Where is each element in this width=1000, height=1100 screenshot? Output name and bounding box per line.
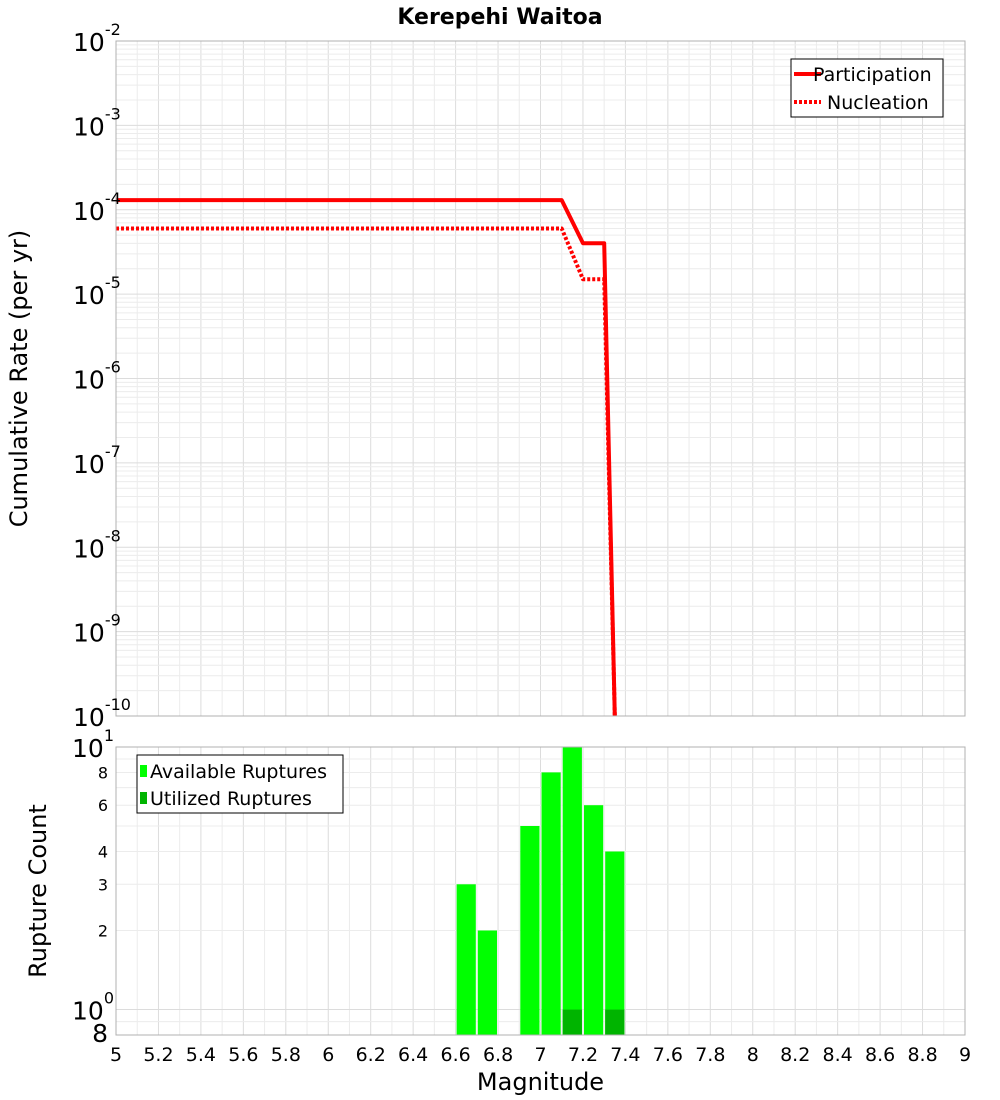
tick-exponent: -7 xyxy=(105,442,121,461)
top-y-tick-label: 10-9 xyxy=(73,611,121,648)
top-y-tick-label: 10-4 xyxy=(73,189,121,226)
tick-exponent: -2 xyxy=(105,20,121,39)
x-tick-label: 8.4 xyxy=(823,1044,853,1066)
x-tick-label: 6.2 xyxy=(356,1044,386,1066)
x-tick-label: 7.6 xyxy=(653,1044,683,1066)
series-line-nucleation xyxy=(116,226,617,717)
x-tick-label: 5 xyxy=(110,1044,122,1066)
tick-base: 10 xyxy=(73,534,105,563)
tick-base: 10 xyxy=(73,703,105,732)
top-y-tick-label: 10-8 xyxy=(73,526,121,563)
chart-title: Kerepehi Waitoa xyxy=(397,5,602,30)
x-tick-label: 5.4 xyxy=(186,1044,216,1066)
tick-exponent: -3 xyxy=(105,104,121,123)
top-y-tick-label: 10-2 xyxy=(73,20,121,57)
top-y-tick-label: 10-10 xyxy=(73,695,131,732)
x-tick-label: 7.4 xyxy=(610,1044,640,1066)
x-tick-label: 8.8 xyxy=(907,1044,937,1066)
x-tick-label: 7 xyxy=(534,1044,546,1066)
tick-exponent: -4 xyxy=(105,189,121,208)
x-tick-label: 7.8 xyxy=(695,1044,725,1066)
top-y-tick-label: 10-3 xyxy=(73,104,121,141)
legend-label: Utilized Ruptures xyxy=(150,788,312,810)
x-axis-label: Magnitude xyxy=(477,1068,604,1096)
top-legend: Participation Nucleation xyxy=(790,58,944,118)
x-tick-label: 6.4 xyxy=(398,1044,428,1066)
x-tick-label: 6 xyxy=(322,1044,334,1066)
top-plot-series xyxy=(116,198,617,717)
bottom-y-tick-label: 6 xyxy=(98,796,108,815)
x-tick-label: 5.2 xyxy=(143,1044,173,1066)
bottom-y-axis-label: Rupture Count xyxy=(24,804,52,978)
tick-exponent: -9 xyxy=(105,611,121,630)
x-tick-label: 6.6 xyxy=(440,1044,470,1066)
x-tick-label: 8 xyxy=(747,1044,759,1066)
bar-available-ruptures xyxy=(584,805,604,1035)
top-y-axis-label: Cumulative Rate (per yr) xyxy=(5,230,33,528)
x-tick-label: 5.6 xyxy=(228,1044,258,1066)
bottom-y-tick-label: 2 xyxy=(98,922,108,941)
tick-exponent: -8 xyxy=(105,526,121,545)
legend-box xyxy=(136,754,344,814)
legend-label: Nucleation xyxy=(827,92,929,114)
bar-utilized-ruptures xyxy=(562,1009,582,1035)
bottom-legend: Available Ruptures Utilized Ruptures xyxy=(136,754,344,814)
x-tick-label: 7.2 xyxy=(568,1044,598,1066)
bar-available-ruptures xyxy=(605,851,625,1035)
bar-available-ruptures xyxy=(477,930,497,1035)
top-plot-frame xyxy=(115,40,966,717)
x-tick-labels: 5 5.2 5.4 5.6 5.8 6 6.2 6.4 6.6 6.8 7 7.2 7.4 7.6 7.8 8… xyxy=(110,1044,971,1066)
top-plot-grid xyxy=(115,41,966,717)
bar-available-ruptures xyxy=(456,884,476,1035)
top-y-tick-label: 10-6 xyxy=(73,358,121,395)
legend-label: Available Ruptures xyxy=(150,761,327,783)
x-tick-label: 5.8 xyxy=(271,1044,301,1066)
bottom-plot-frame xyxy=(115,746,966,1036)
bar-available-ruptures xyxy=(562,747,582,1035)
bottom-y-tick-label: 4 xyxy=(98,842,108,861)
series-line-participation xyxy=(116,198,617,717)
top-y-tick-label: 10-7 xyxy=(73,442,121,479)
tick-base: 10 xyxy=(73,450,105,479)
tick-base: 10 xyxy=(73,281,105,310)
bar-utilized-ruptures xyxy=(605,1009,625,1035)
tick-exponent: -6 xyxy=(105,358,121,377)
tick-base: 10 xyxy=(73,28,105,57)
tick-base: 10 xyxy=(73,366,105,395)
legend-swatch xyxy=(140,792,147,804)
tick-base: 10 xyxy=(73,112,105,141)
bar-available-ruptures xyxy=(520,826,540,1035)
x-tick-label: 6.8 xyxy=(483,1044,513,1066)
x-tick-label: 8.2 xyxy=(780,1044,810,1066)
tick-base: 10 xyxy=(73,619,105,648)
tick-exponent: -5 xyxy=(105,273,121,292)
bottom-y-tick-label: 8 xyxy=(92,1019,108,1048)
top-y-tick-label: 10-5 xyxy=(73,273,121,310)
legend-swatch xyxy=(140,765,147,777)
legend-label: Participation xyxy=(813,64,932,86)
bottom-y-tick-label: 101 xyxy=(72,726,114,763)
legend-box xyxy=(790,58,944,118)
bottom-y-tick-label: 8 xyxy=(98,763,108,782)
tick-base: 10 xyxy=(73,197,105,226)
x-tick-label: 9 xyxy=(959,1044,971,1066)
bar-available-ruptures xyxy=(541,772,561,1035)
x-tick-label: 8.6 xyxy=(865,1044,895,1066)
bottom-plot-bars xyxy=(456,747,625,1035)
tick-exponent: -10 xyxy=(105,695,131,714)
bottom-y-tick-label: 100 xyxy=(72,989,114,1026)
bottom-y-tick-label: 3 xyxy=(98,875,108,894)
